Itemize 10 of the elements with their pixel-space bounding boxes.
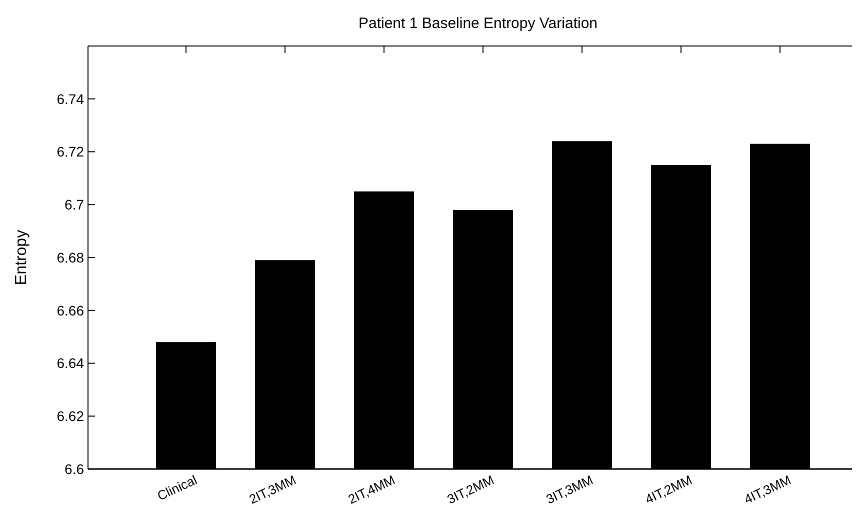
y-tick-label: 6.68 xyxy=(56,249,84,266)
y-tick-label: 6.66 xyxy=(56,302,84,318)
y-tick-label: 6.72 xyxy=(56,144,84,160)
y-tick-label: 6.74 xyxy=(56,90,84,107)
y-tick-label: 6.6 xyxy=(64,460,84,477)
chart-title: Patient 1 Baseline Entropy Variation xyxy=(358,15,598,32)
y-tick-label: 6.62 xyxy=(56,408,84,424)
y-tick-label: 6.7 xyxy=(64,196,84,213)
y-axis-title: Entropy xyxy=(13,230,30,286)
y-tick-label: 6.64 xyxy=(56,355,84,372)
